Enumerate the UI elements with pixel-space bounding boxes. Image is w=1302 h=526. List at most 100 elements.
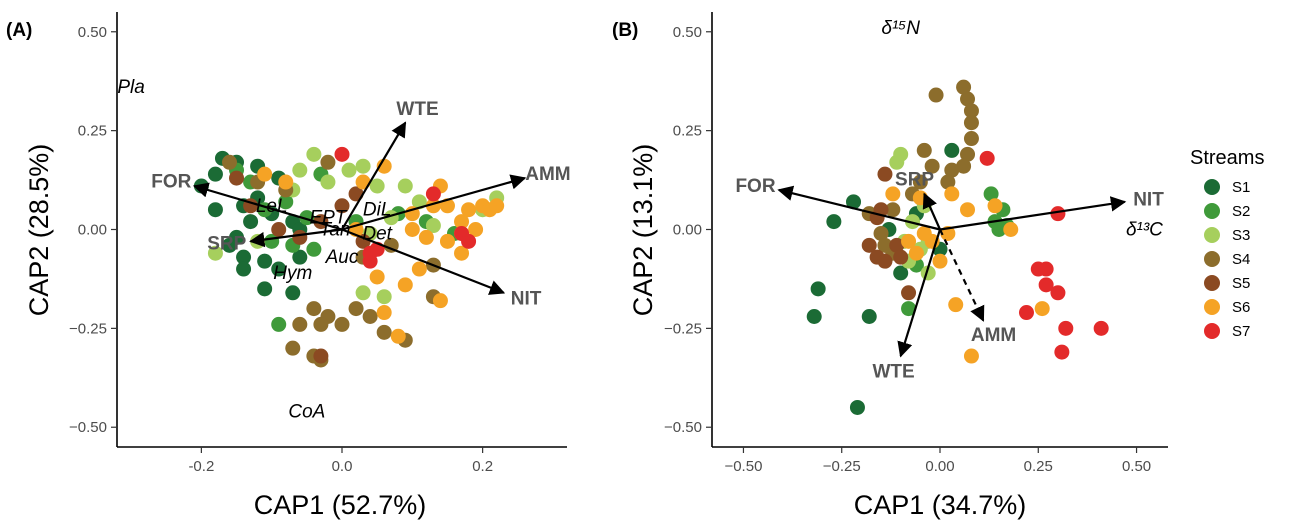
panel-b-x-tick-label: −0.25 bbox=[823, 458, 861, 475]
panel-b-point-s4 bbox=[940, 174, 956, 190]
panel-b-point-s4 bbox=[963, 115, 979, 131]
panel-b-point-s6 bbox=[932, 253, 948, 269]
panel-a-point-s6 bbox=[489, 198, 505, 214]
panel-a-x-tick-label: -0.2 bbox=[188, 458, 214, 475]
panel-a-y-tick-label: 0.00 bbox=[78, 222, 107, 239]
panel-b-y-axis-title: CAP2 (13.1%) bbox=[628, 144, 658, 317]
panel-a-vector-label-wte: WTE bbox=[396, 99, 438, 120]
panel-b-point-s7 bbox=[979, 150, 995, 166]
panel-b-point-s4 bbox=[963, 131, 979, 147]
panel-a-x-axis-title: CAP1 (52.7%) bbox=[254, 490, 427, 520]
panel-a-point-s3 bbox=[320, 174, 336, 190]
panel-a-point-s6 bbox=[355, 174, 371, 190]
panel-a-y-tick-label: 0.25 bbox=[78, 123, 107, 140]
legend-label-s7: S7 bbox=[1232, 323, 1250, 340]
panel-b-y-tick-label: 0.50 bbox=[673, 24, 702, 41]
panel-a-point-s3 bbox=[425, 218, 441, 234]
panel-a-point-s7 bbox=[334, 146, 350, 162]
panel-a-point-s6 bbox=[411, 261, 427, 277]
panel-b-point-s6 bbox=[1034, 301, 1050, 317]
panel-a-point-s7 bbox=[425, 186, 441, 202]
panel-a-vector-label-srp: SRP bbox=[207, 233, 246, 254]
panel-a-species-label: DiL bbox=[363, 200, 392, 221]
panel-b-point-s6 bbox=[916, 225, 932, 241]
panel-b-point-s6 bbox=[1003, 222, 1019, 237]
panel-a-point-s4 bbox=[285, 340, 301, 356]
panel-a-point-s3 bbox=[376, 289, 392, 305]
panel-a-vector-amm bbox=[341, 174, 527, 231]
legend-label-s1: S1 bbox=[1232, 179, 1250, 196]
panel-b-point-s4 bbox=[928, 87, 944, 103]
panel-b-point-s5 bbox=[889, 237, 905, 253]
panel-b-vector-label-srp: SRP bbox=[895, 169, 934, 190]
panel-a-point-s6 bbox=[468, 222, 484, 237]
panel-a-species-label: CoA bbox=[288, 401, 325, 422]
panel-b-point-s4 bbox=[912, 174, 928, 190]
panel-b-species-label: δ¹⁵N bbox=[881, 18, 920, 39]
panel-b-vector-label-for: FOR bbox=[735, 176, 775, 197]
panel-b-point-s4 bbox=[924, 158, 940, 174]
panel-a-species-label: Hym bbox=[273, 263, 312, 284]
panel-b-point-s4 bbox=[963, 103, 979, 119]
panel-a-point-s3 bbox=[292, 162, 308, 178]
legend-label-s5: S5 bbox=[1232, 275, 1250, 292]
panel-b-point-s4 bbox=[873, 225, 889, 241]
panel-b-point-s1 bbox=[893, 265, 909, 281]
panel-b-point-s4 bbox=[956, 79, 972, 95]
panel-a-point-s3 bbox=[369, 178, 385, 194]
panel-a-point-s6 bbox=[454, 214, 470, 230]
legend-swatch-s4 bbox=[1204, 251, 1220, 267]
panel-a-point-s1 bbox=[257, 281, 273, 297]
legend-swatch-s1 bbox=[1204, 179, 1220, 195]
legend-title: Streams bbox=[1190, 147, 1264, 169]
panel-a-point-s5 bbox=[271, 222, 287, 237]
panel-a-point-s1 bbox=[236, 249, 252, 265]
panel-b-point-s7 bbox=[1058, 320, 1074, 336]
panel-b: (B) CAP1 (34.7%) CAP2 (13.1%) −0.50 −0.25… bbox=[612, 12, 1168, 520]
panel-a-species-label: LeL bbox=[256, 196, 288, 217]
panel-a-point-s1 bbox=[243, 214, 259, 230]
panel-a-label: (A) bbox=[6, 20, 32, 41]
panel-b-vector-label-nit: NIT bbox=[1133, 189, 1164, 210]
panel-b-vector-label-wte: WTE bbox=[872, 361, 914, 382]
panel-b-point-s3 bbox=[904, 214, 920, 230]
panel-b-vector-for bbox=[777, 185, 941, 231]
legend-label-s3: S3 bbox=[1232, 227, 1250, 244]
panel-b-point-s2 bbox=[991, 222, 1007, 237]
panel-a-point-s3 bbox=[397, 178, 413, 194]
panel-a-point-s4 bbox=[362, 309, 378, 324]
panel-b-point-s7 bbox=[1093, 320, 1109, 336]
panel-b-vector-wte bbox=[897, 229, 942, 358]
panel-a-point-s5 bbox=[313, 348, 329, 364]
panel-a-point-s4 bbox=[348, 301, 364, 317]
panel-b-point-s1 bbox=[810, 281, 826, 297]
panel-a-y-axis-title: CAP2 (28.5%) bbox=[24, 144, 54, 317]
panel-a-point-s3 bbox=[355, 285, 371, 301]
panel-b-point-s4 bbox=[944, 162, 960, 178]
panel-a-species-label: EPT bbox=[309, 208, 347, 229]
panel-b-point-s5 bbox=[877, 253, 893, 269]
panel-a: (A) CAP1 (52.7%) CAP2 (28.5%) -0.2 0.0 0.2… bbox=[6, 12, 571, 520]
panel-a-species-label: Det bbox=[362, 223, 392, 244]
panel-b-vector-srp bbox=[922, 192, 942, 230]
panel-a-y-tick-label: −0.25 bbox=[69, 320, 107, 337]
legend-swatch-s6 bbox=[1204, 299, 1220, 315]
panel-b-y-tick-label: 0.25 bbox=[673, 123, 702, 140]
panel-a-point-s3 bbox=[355, 158, 371, 174]
panel-b-point-s5 bbox=[893, 249, 909, 265]
panel-b-point-s3 bbox=[889, 154, 905, 170]
panel-a-point-s1 bbox=[236, 261, 252, 277]
panel-a-point-s1 bbox=[271, 261, 287, 277]
panel-b-point-s4 bbox=[885, 202, 901, 218]
panel-b-point-s1 bbox=[826, 214, 842, 230]
panel-b-point-s6 bbox=[908, 245, 924, 261]
panel-a-point-s6 bbox=[439, 233, 455, 249]
panel-a-point-s1 bbox=[292, 249, 308, 265]
panel-b-point-s7 bbox=[1054, 344, 1070, 360]
legend-items: S1 S2 S3 S4 S5 S6 S7 bbox=[1204, 179, 1250, 340]
panel-a-point-s3 bbox=[341, 162, 357, 178]
legend-swatch-s2 bbox=[1204, 203, 1220, 219]
panel-a-vector-label-for: FOR bbox=[151, 171, 191, 192]
panel-b-point-s6 bbox=[901, 233, 917, 249]
